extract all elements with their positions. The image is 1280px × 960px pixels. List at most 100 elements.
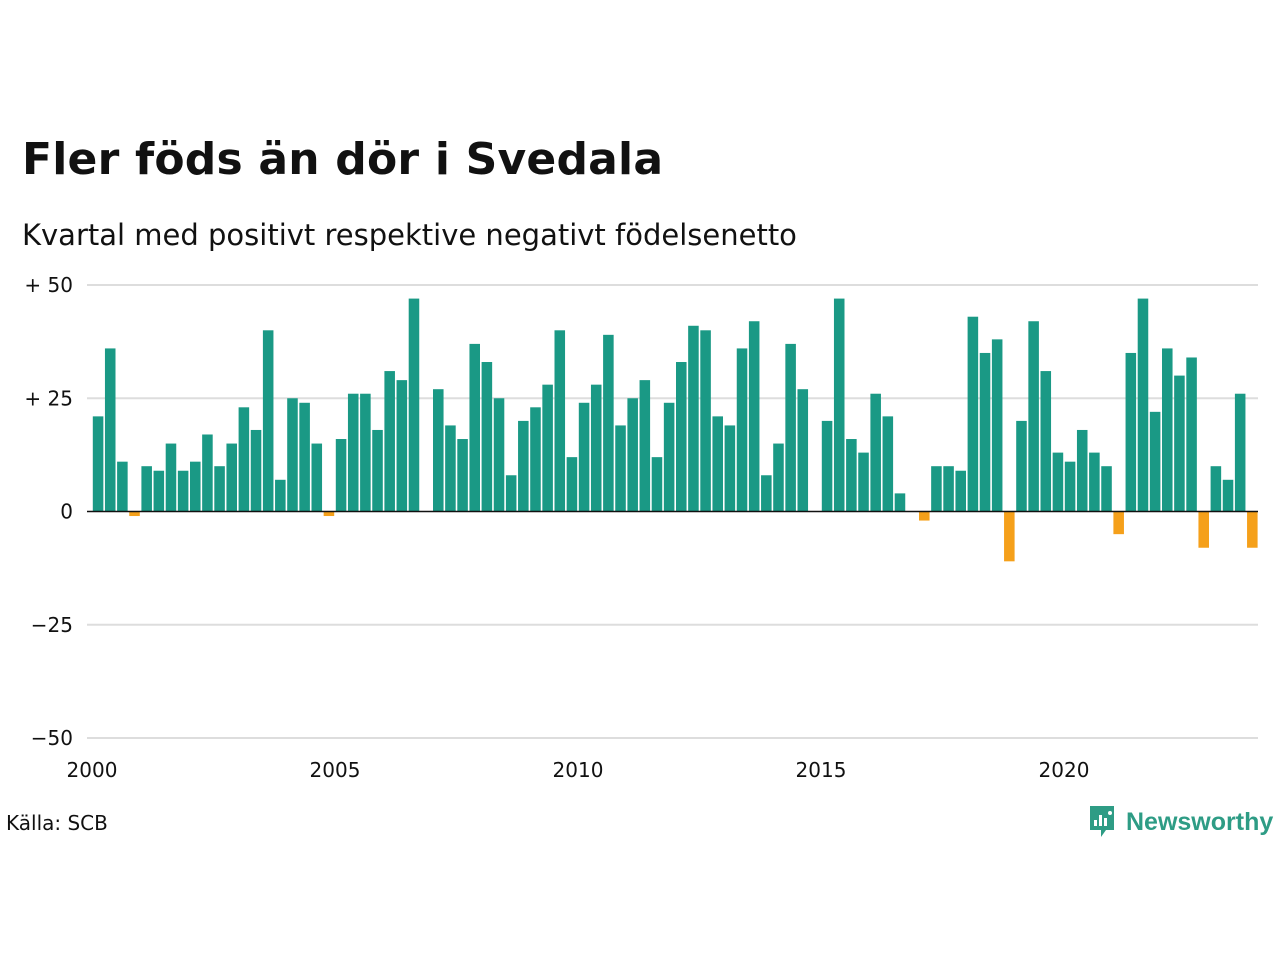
bar-positive	[882, 416, 894, 512]
chart-subtitle: Kvartal med positivt respektive negativt…	[22, 218, 797, 252]
bar-positive	[688, 325, 699, 512]
y-tick-label: + 50	[24, 273, 73, 297]
bar-positive	[360, 393, 371, 512]
bar-positive	[396, 380, 408, 512]
bar-positive	[846, 439, 857, 512]
bar-negative	[1113, 511, 1124, 535]
bar-positive	[1040, 371, 1052, 512]
bar-positive	[1210, 466, 1222, 512]
bar-positive	[578, 402, 590, 512]
bar-positive	[117, 461, 128, 512]
bar-positive	[736, 348, 748, 512]
bar-positive	[603, 334, 614, 512]
bar-positive	[1234, 393, 1246, 512]
bar-positive	[1016, 420, 1027, 512]
bar-positive	[202, 434, 213, 512]
x-tick-label: 2020	[1039, 758, 1090, 782]
bar-positive	[1162, 348, 1173, 512]
bar-positive	[979, 352, 991, 512]
bar-positive	[530, 407, 541, 512]
bar-positive	[748, 321, 760, 512]
bar-positive	[384, 371, 395, 512]
bar-positive	[238, 407, 250, 512]
bar-negative	[1198, 511, 1209, 548]
gridlines	[87, 284, 1258, 739]
bar-positive	[639, 380, 651, 512]
y-tick-label: + 25	[24, 386, 73, 410]
bar-positive	[821, 420, 833, 512]
bar-positive	[347, 393, 359, 512]
bar-negative	[1004, 511, 1015, 562]
bar-positive	[1052, 452, 1064, 512]
bar-positive	[943, 466, 954, 512]
y-tick-label: −50	[31, 726, 73, 750]
bar-positive	[590, 384, 602, 512]
bar-positive	[469, 343, 480, 512]
bar-positive	[858, 452, 869, 512]
bar-positive	[712, 416, 723, 512]
newsworthy-logo-icon	[1090, 806, 1114, 837]
bar-positive	[214, 466, 225, 512]
bar-positive	[165, 443, 177, 512]
bar-positive	[481, 362, 493, 512]
y-tick-label: 0	[60, 500, 73, 524]
newsworthy-logo: Newsworthy	[1088, 803, 1273, 841]
bar-positive	[991, 339, 1003, 512]
bar-positive	[275, 479, 286, 512]
x-tick-label: 2010	[553, 758, 604, 782]
bar-positive	[663, 402, 675, 512]
bar-positive	[1222, 479, 1234, 512]
bar-positive	[190, 461, 201, 512]
bar-negative	[1247, 511, 1258, 548]
bar-positive	[433, 389, 444, 512]
bar-positive	[931, 466, 942, 512]
bar-positive	[1101, 466, 1112, 512]
bars	[92, 298, 1258, 562]
x-tick-label: 2015	[796, 758, 847, 782]
bar-positive	[724, 425, 736, 512]
bar-positive	[955, 470, 966, 512]
bar-positive	[1028, 321, 1039, 512]
bar-positive	[651, 457, 663, 512]
bar-positive	[1149, 411, 1161, 512]
bar-positive	[967, 316, 979, 512]
bar-positive	[226, 443, 237, 512]
bar-positive	[250, 429, 262, 512]
bar-negative	[323, 511, 335, 517]
bar-positive	[335, 439, 347, 512]
bar-positive	[408, 298, 420, 512]
bar-positive	[287, 398, 298, 512]
bar-positive	[676, 362, 687, 512]
chart-title: Fler föds än dör i Svedala	[22, 134, 664, 185]
bar-positive	[773, 443, 784, 512]
bar-positive	[1174, 375, 1185, 512]
bar-positive	[372, 429, 383, 512]
bar-positive	[894, 493, 906, 512]
bar-positive	[505, 475, 517, 512]
x-tick-label: 2000	[67, 758, 118, 782]
bar-positive	[1089, 452, 1100, 512]
bar-positive	[141, 466, 152, 512]
brand-name: Newsworthy	[1126, 807, 1274, 836]
bar-positive	[615, 425, 626, 512]
bar-positive	[870, 393, 881, 512]
bar-positive	[1137, 298, 1149, 512]
bar-positive	[627, 398, 638, 512]
bar-positive	[457, 439, 468, 512]
bar-positive	[797, 389, 809, 512]
x-tick-label: 2005	[310, 758, 361, 782]
bar-positive	[1076, 429, 1088, 512]
bar-positive	[177, 470, 189, 512]
bar-positive	[311, 443, 323, 512]
bar-positive	[518, 420, 529, 512]
bar-negative	[919, 511, 930, 521]
bar-positive	[1064, 461, 1076, 512]
bar-positive	[542, 384, 553, 512]
bar-positive	[262, 330, 274, 512]
bar-positive	[700, 330, 711, 512]
bar-positive	[785, 343, 796, 512]
axes: + 50 + 25 0 −25 −50 2000 2005 2010 2015 2020	[24, 273, 1258, 782]
bar-positive	[104, 348, 116, 512]
bar-positive	[1186, 357, 1197, 512]
